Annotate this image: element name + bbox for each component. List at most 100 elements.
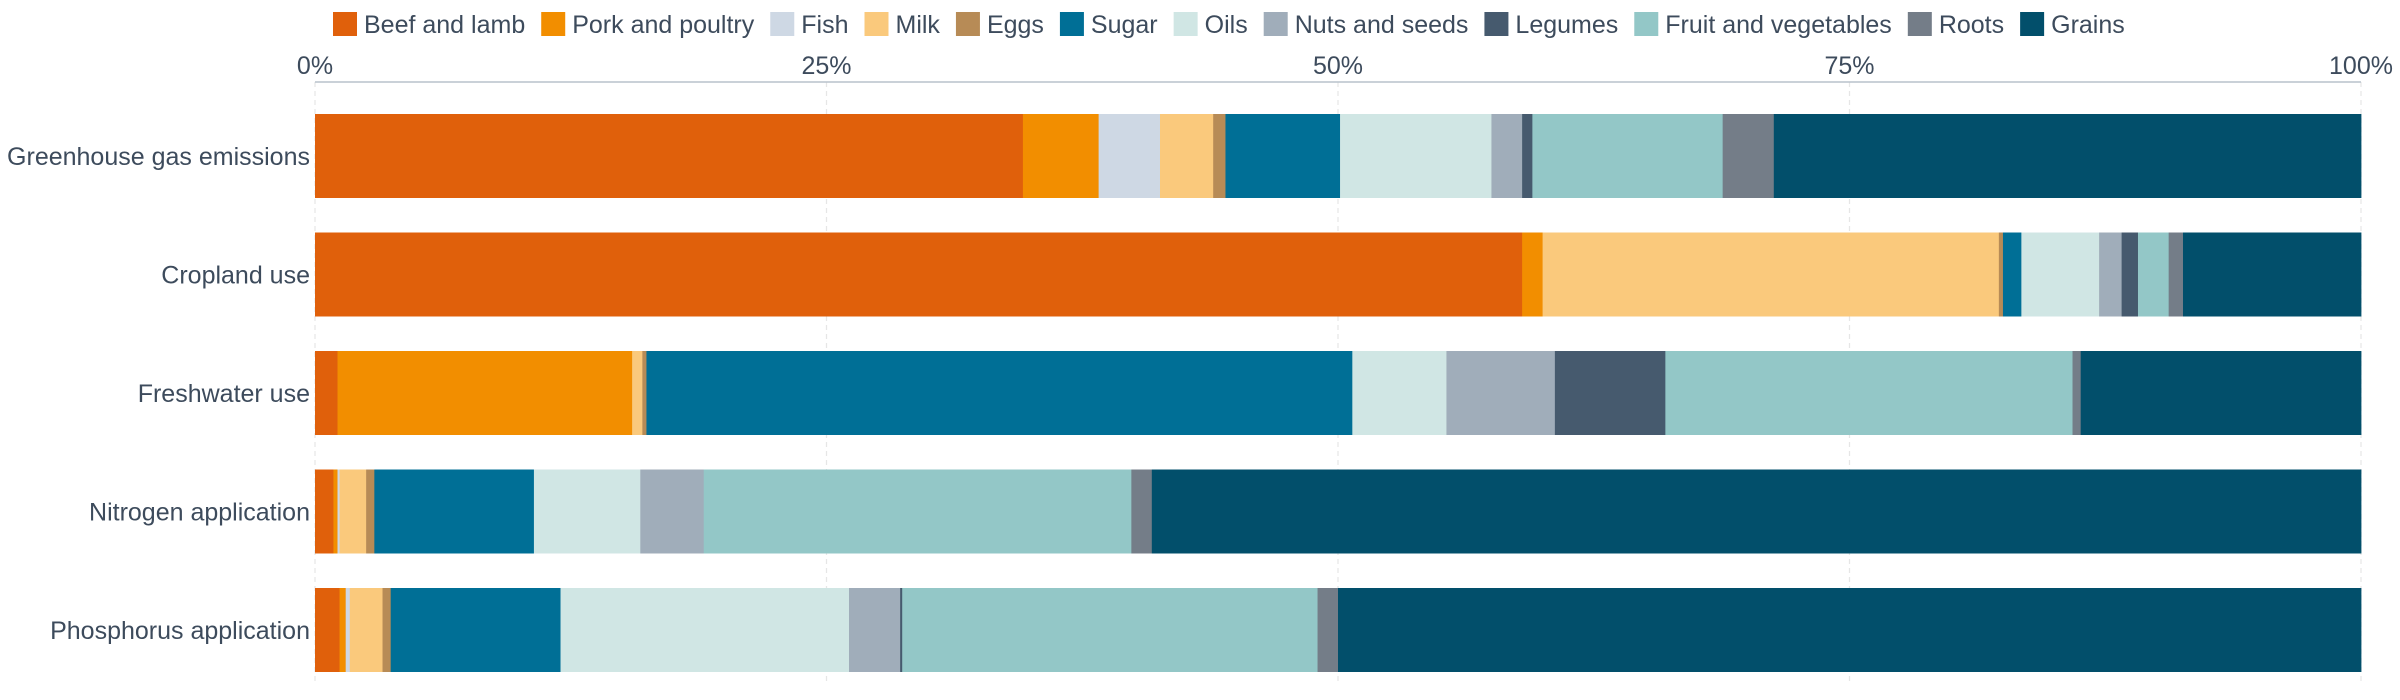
legend-swatch-oils [1173, 12, 1198, 36]
category-label-freshwater-use: Freshwater use [138, 380, 310, 408]
bar-segment-freshwater-use-grains [2080, 351, 2362, 435]
bar-segment-greenhouse-gas-emissions-milk [1159, 114, 1214, 198]
legend-label-oils: Oils [1205, 11, 1248, 39]
bar-segment-phosphorus-application-milk [349, 588, 383, 672]
legend-label-grains: Grains [2051, 11, 2125, 39]
category-label-phosphorus-application: Phosphorus application [50, 617, 310, 645]
bar-segment-freshwater-use-legumes [1554, 351, 1666, 435]
bar-segment-cropland-use-pork-and-poultry [1522, 232, 1543, 317]
bar-segment-freshwater-use-roots [2072, 351, 2082, 435]
category-label-nitrogen-application: Nitrogen application [89, 499, 310, 527]
bar-segment-cropland-use-oils [2021, 232, 2100, 317]
category-label-greenhouse-gas-emissions: Greenhouse gas emissions [7, 143, 310, 171]
legend-label-eggs: Eggs [987, 11, 1044, 39]
bar-segment-phosphorus-application-fruit-and-vegetables [902, 588, 1318, 672]
legend-label-fruit-and-vegetables: Fruit and vegetables [1665, 11, 1892, 39]
bar-segment-greenhouse-gas-emissions-grains [1773, 114, 2362, 198]
legend-swatch-eggs [955, 12, 980, 36]
category-label-cropland-use: Cropland use [161, 262, 310, 290]
bar-segment-greenhouse-gas-emissions-nuts-and-seeds [1491, 114, 1523, 198]
legend-label-pork-and-poultry: Pork and poultry [572, 11, 755, 39]
legend-swatch-pork-and-poultry [541, 12, 566, 36]
bar-segment-nitrogen-application-eggs [366, 469, 375, 554]
legend-label-beef-and-lamb: Beef and lamb [364, 11, 525, 39]
x-tick-label-75: 75% [1824, 52, 1874, 80]
bar-segment-freshwater-use-fruit-and-vegetables [1665, 351, 2073, 435]
x-tick-label-100: 100% [2329, 52, 2393, 80]
legend-label-nuts-and-seeds: Nuts and seeds [1295, 11, 1469, 39]
bar-segment-nitrogen-application-nuts-and-seeds [640, 469, 705, 554]
x-tick-label-25: 25% [801, 52, 851, 80]
legend-swatch-nuts-and-seeds [1263, 12, 1288, 36]
legend-swatch-grains [2020, 12, 2045, 36]
bar-segment-phosphorus-application-beef-and-lamb [315, 588, 340, 672]
legend-swatch-sugar [1059, 12, 1084, 36]
bar-segment-phosphorus-application-nuts-and-seeds [849, 588, 901, 672]
bar-segment-cropland-use-beef-and-lamb [315, 232, 1523, 317]
bar-row-greenhouse-gas-emissions [315, 114, 2362, 198]
bar-segment-nitrogen-application-milk [339, 469, 367, 554]
bar-segment-greenhouse-gas-emissions-pork-and-poultry [1022, 114, 1100, 198]
bar-segment-greenhouse-gas-emissions-legumes [1522, 114, 1533, 198]
bar-segment-cropland-use-fruit-and-vegetables [2137, 232, 2170, 317]
bars [315, 114, 2362, 672]
bar-segment-phosphorus-application-sugar [390, 588, 561, 672]
bar-segment-cropland-use-grains [2182, 232, 2362, 317]
bar-segment-greenhouse-gas-emissions-fruit-and-vegetables [1532, 114, 1724, 198]
legend-label-roots: Roots [1939, 11, 2004, 39]
bar-row-freshwater-use [315, 351, 2362, 435]
bar-segment-greenhouse-gas-emissions-roots [1722, 114, 1775, 198]
bar-segment-nitrogen-application-fruit-and-vegetables [703, 469, 1132, 554]
bar-segment-greenhouse-gas-emissions-beef-and-lamb [315, 114, 1024, 198]
bar-segment-freshwater-use-sugar [646, 351, 1353, 435]
bar-segment-greenhouse-gas-emissions-eggs [1213, 114, 1226, 198]
bar-row-nitrogen-application [315, 469, 2362, 554]
bar-segment-phosphorus-application-pork-and-poultry [339, 588, 347, 672]
bar-row-cropland-use [315, 232, 2362, 317]
legend-swatch-beef-and-lamb [333, 12, 357, 36]
bar-segment-nitrogen-application-sugar [374, 469, 535, 554]
bar-segment-freshwater-use-eggs [642, 351, 647, 435]
bar-segment-nitrogen-application-beef-and-lamb [315, 469, 334, 554]
bar-segment-freshwater-use-beef-and-lamb [315, 351, 338, 435]
bar-segment-greenhouse-gas-emissions-sugar [1225, 114, 1341, 198]
legend-label-legumes: Legumes [1515, 11, 1618, 39]
bar-segment-cropland-use-milk [1542, 232, 2000, 317]
bar-segment-freshwater-use-milk [632, 351, 643, 435]
bar-segment-freshwater-use-pork-and-poultry [337, 351, 633, 435]
bar-segment-phosphorus-application-legumes [900, 588, 903, 672]
legend-label-milk: Milk [896, 11, 941, 39]
bar-segment-phosphorus-application-fish [345, 588, 351, 672]
bar-segment-cropland-use-sugar [2002, 232, 2022, 317]
legend-label-sugar: Sugar [1091, 11, 1158, 39]
bar-segment-cropland-use-nuts-and-seeds [2099, 232, 2123, 317]
legend-label-fish: Fish [801, 11, 848, 39]
x-tick-label-50: 50% [1313, 52, 1363, 80]
legend-swatch-legumes [1484, 12, 1509, 36]
x-axis: 0% 25% 50% 75% 100% [297, 52, 2393, 83]
y-axis-labels: Greenhouse gas emissions Cropland use Fres… [7, 143, 310, 645]
bar-segment-cropland-use-eggs [1998, 232, 2004, 317]
bar-segment-cropland-use-legumes [2121, 232, 2139, 317]
legend-swatch-milk [864, 12, 889, 36]
x-tick-label-0: 0% [297, 52, 333, 80]
bar-segment-nitrogen-application-pork-and-poultry [333, 469, 338, 554]
bar-segment-nitrogen-application-roots [1131, 469, 1153, 554]
bar-segment-phosphorus-application-roots [1317, 588, 1339, 672]
legend-swatch-fish [770, 12, 795, 36]
bar-segment-phosphorus-application-eggs [382, 588, 392, 672]
bar-segment-cropland-use-roots [2168, 232, 2184, 317]
bar-segment-nitrogen-application-grains [1151, 469, 2362, 554]
bar-segment-phosphorus-application-oils [560, 588, 850, 672]
bar-segment-phosphorus-application-grains [1338, 588, 2362, 672]
bar-segment-freshwater-use-nuts-and-seeds [1446, 351, 1556, 435]
bar-segment-greenhouse-gas-emissions-fish [1098, 114, 1161, 198]
legend-swatch-roots [1907, 12, 1932, 36]
legend-swatch-fruit-and-vegetables [1634, 12, 1659, 36]
bar-segment-greenhouse-gas-emissions-oils [1340, 114, 1492, 198]
legend: Beef and lamb Pork and poultry Fish Milk Egg… [333, 11, 2125, 39]
bar-segment-freshwater-use-oils [1352, 351, 1447, 435]
bar-segment-nitrogen-application-oils [533, 469, 641, 554]
bar-row-phosphorus-application [315, 588, 2362, 672]
bar-segment-nitrogen-application-fish [337, 469, 340, 554]
